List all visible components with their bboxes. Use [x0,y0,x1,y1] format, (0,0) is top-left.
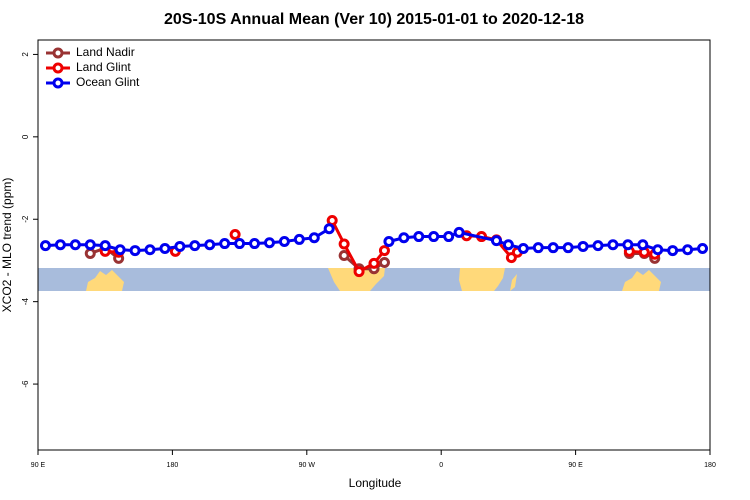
series-line [45,227,703,253]
data-point [428,231,440,243]
data-point [667,245,679,257]
data-point [204,239,216,251]
data-point [413,231,425,243]
legend-label: Land Glint [76,60,131,74]
data-point [323,223,335,235]
legend-label: Ocean Glint [76,75,140,89]
data-point [577,240,589,252]
x-tick-label: 90 E [31,462,46,469]
data-point [129,245,141,257]
y-tick-label: 2 [21,52,30,57]
data-point [114,244,126,256]
x-tick-label: 180 [167,462,179,469]
data-point [383,235,395,247]
data-point [69,239,81,251]
y-tick-label: 0 [21,134,30,139]
data-point [219,238,231,250]
plot-frame [37,39,711,451]
chart-title: 20S-10S Annual Mean (Ver 10) 2015-01-01 … [164,11,584,28]
x-tick-label: 180 [704,462,716,469]
data-point [99,240,111,252]
data-point [562,242,574,254]
map-strip [38,268,710,291]
data-point [174,240,186,252]
data-point [592,240,604,252]
data-point [278,235,290,247]
data-point [517,243,529,255]
data-point [453,226,465,238]
data-point [234,238,246,250]
x-axis-label: Longitude [349,476,402,490]
data-point [159,243,171,255]
legend-label: Land Nadir [76,45,135,59]
data-point [637,239,649,251]
data-point [607,239,619,251]
data-point [697,243,709,255]
y-tick-label: -4 [21,298,30,306]
data-point [263,237,275,249]
legend-marker [52,62,64,74]
x-tick-label: 90 W [299,462,316,469]
data-point [652,244,664,256]
data-point [338,238,350,250]
legend-marker [52,47,64,59]
y-tick-label: -2 [21,215,30,223]
x-tick-label: 90 E [568,462,583,469]
data-point [144,244,156,256]
x-tick-label: 0 [439,462,443,469]
data-point [338,250,350,262]
legend-marker [52,77,64,89]
data-point [378,245,390,257]
data-point [229,228,241,240]
data-point [532,242,544,254]
data-point [84,239,96,251]
data-point [368,257,380,269]
y-tick-label: -6 [21,380,30,388]
data-point [490,235,502,247]
data-point [54,239,66,251]
data-point [39,240,51,252]
data-point [84,247,96,259]
data-point [249,238,261,250]
data-point [443,231,455,243]
data-point [547,242,559,254]
data-point [308,232,320,244]
data-point [293,233,305,245]
data-point [682,244,694,256]
data-point [398,232,410,244]
data-point [622,239,634,251]
data-point [378,257,390,269]
y-axis-label: XCO2 - MLO trend (ppm) [0,178,14,313]
data-point [353,266,365,278]
data-point [189,240,201,252]
data-point [502,239,514,251]
